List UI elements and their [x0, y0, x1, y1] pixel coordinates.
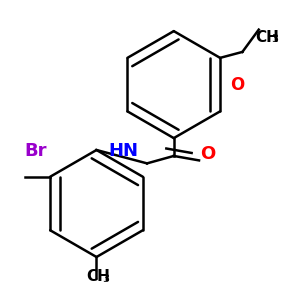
Text: O: O: [200, 145, 216, 163]
Text: CH: CH: [86, 269, 110, 284]
Text: O: O: [231, 76, 245, 94]
Text: 3: 3: [102, 274, 109, 284]
Text: HN: HN: [108, 142, 138, 160]
Text: Br: Br: [24, 142, 47, 160]
Text: 3: 3: [271, 34, 278, 44]
Text: CH: CH: [256, 30, 279, 45]
